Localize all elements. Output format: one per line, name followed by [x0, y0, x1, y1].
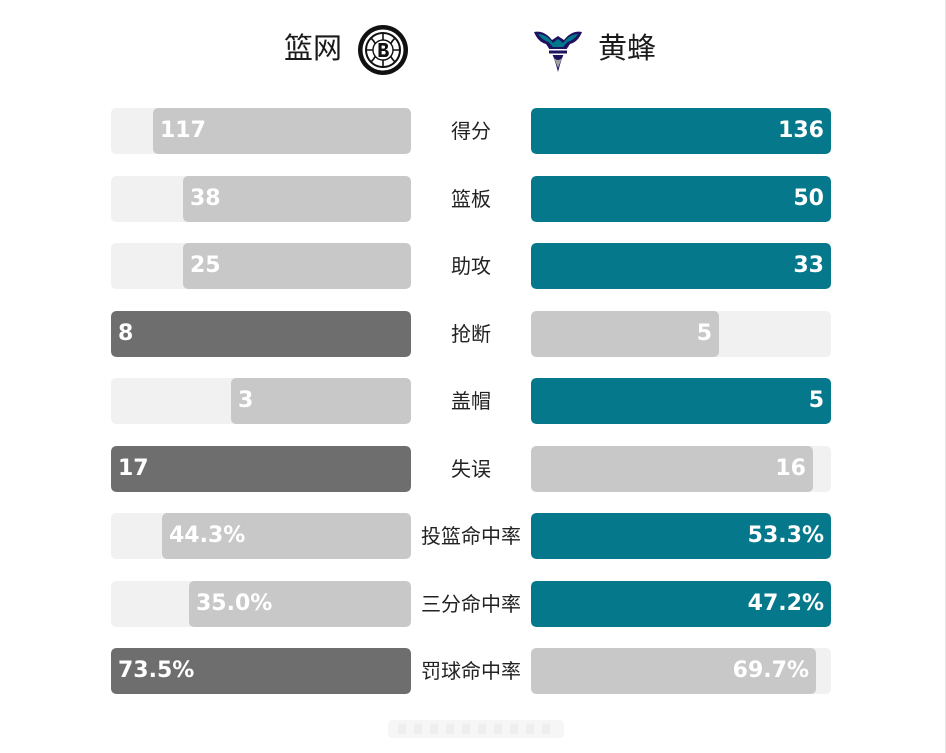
left-bar: 73.5% — [111, 648, 411, 694]
left-bar: 8 — [111, 311, 411, 357]
left-bar-track: 117 — [111, 108, 411, 154]
stat-row: 25 助攻 33 — [0, 243, 946, 289]
stat-label: 助攻 — [451, 254, 491, 278]
right-bar-track: 50 — [531, 176, 831, 222]
left-bar-track: 73.5% — [111, 648, 411, 694]
stat-label: 篮板 — [451, 187, 491, 211]
left-bar: 3 — [231, 378, 411, 424]
left-value: 25 — [190, 253, 221, 278]
stat-row: 3 盖帽 5 — [0, 378, 946, 424]
left-bar-track: 17 — [111, 446, 411, 492]
right-bar-track: 69.7% — [531, 648, 831, 694]
left-value: 44.3% — [169, 523, 246, 548]
brooklyn-nets-logo-icon — [358, 25, 408, 75]
right-bar: 5 — [531, 311, 719, 357]
stat-label: 失误 — [451, 457, 491, 481]
stat-row: 73.5% 罚球命中率 69.7% — [0, 648, 946, 694]
right-value: 53.3% — [747, 523, 824, 548]
charlotte-hornets-logo-icon — [534, 31, 582, 72]
right-bar: 69.7% — [531, 648, 816, 694]
right-bar-track: 16 — [531, 446, 831, 492]
right-bar: 33 — [531, 243, 831, 289]
stat-label: 投篮命中率 — [421, 524, 521, 548]
left-value: 117 — [160, 118, 206, 143]
stat-row: 44.3% 投篮命中率 53.3% — [0, 513, 946, 559]
right-bar-track: 33 — [531, 243, 831, 289]
left-value: 35.0% — [196, 591, 273, 616]
stat-label: 得分 — [451, 119, 491, 143]
left-bar-track: 8 — [111, 311, 411, 357]
team-left-name: 篮网 — [284, 31, 343, 65]
right-value: 136 — [778, 118, 824, 143]
left-bar: 38 — [183, 176, 411, 222]
right-bar-track: 5 — [531, 378, 831, 424]
stat-row: 17 失误 16 — [0, 446, 946, 492]
right-value: 5 — [696, 321, 712, 346]
right-value: 5 — [808, 388, 824, 413]
team-right-name: 黄蜂 — [598, 31, 657, 65]
stat-row: 35.0% 三分命中率 47.2% — [0, 581, 946, 627]
left-bar-track: 3 — [111, 378, 411, 424]
right-bar: 50 — [531, 176, 831, 222]
right-value: 69.7% — [732, 658, 809, 683]
team-header: 篮网 黄蜂 — [0, 0, 946, 100]
right-bar: 136 — [531, 108, 831, 154]
right-value: 50 — [793, 186, 824, 211]
left-value: 3 — [238, 388, 254, 413]
left-bar: 25 — [183, 243, 411, 289]
right-value: 33 — [793, 253, 824, 278]
left-value: 38 — [190, 186, 221, 211]
right-bar-track: 53.3% — [531, 513, 831, 559]
left-value: 17 — [118, 456, 149, 481]
right-bar-track: 136 — [531, 108, 831, 154]
left-bar-track: 44.3% — [111, 513, 411, 559]
right-value: 16 — [775, 456, 806, 481]
left-bar: 44.3% — [162, 513, 411, 559]
left-bar-track: 25 — [111, 243, 411, 289]
stat-row: 117 得分 136 — [0, 108, 946, 154]
right-bar: 47.2% — [531, 581, 831, 627]
left-bar-track: 38 — [111, 176, 411, 222]
left-bar: 35.0% — [189, 581, 411, 627]
right-value: 47.2% — [747, 591, 824, 616]
left-bar: 117 — [153, 108, 411, 154]
right-bar: 5 — [531, 378, 831, 424]
stat-label: 三分命中率 — [421, 592, 521, 616]
left-value: 73.5% — [118, 658, 195, 683]
right-bar: 53.3% — [531, 513, 831, 559]
stat-row: 8 抢断 5 — [0, 311, 946, 357]
stat-row: 38 篮板 50 — [0, 176, 946, 222]
watermark-icon — [388, 720, 564, 738]
stat-label: 盖帽 — [451, 389, 491, 413]
right-bar: 16 — [531, 446, 813, 492]
left-bar: 17 — [111, 446, 411, 492]
left-bar-track: 35.0% — [111, 581, 411, 627]
right-bar-track: 47.2% — [531, 581, 831, 627]
right-bar-track: 5 — [531, 311, 831, 357]
stat-label: 抢断 — [451, 322, 491, 346]
left-value: 8 — [118, 321, 134, 346]
stat-label: 罚球命中率 — [421, 659, 521, 683]
